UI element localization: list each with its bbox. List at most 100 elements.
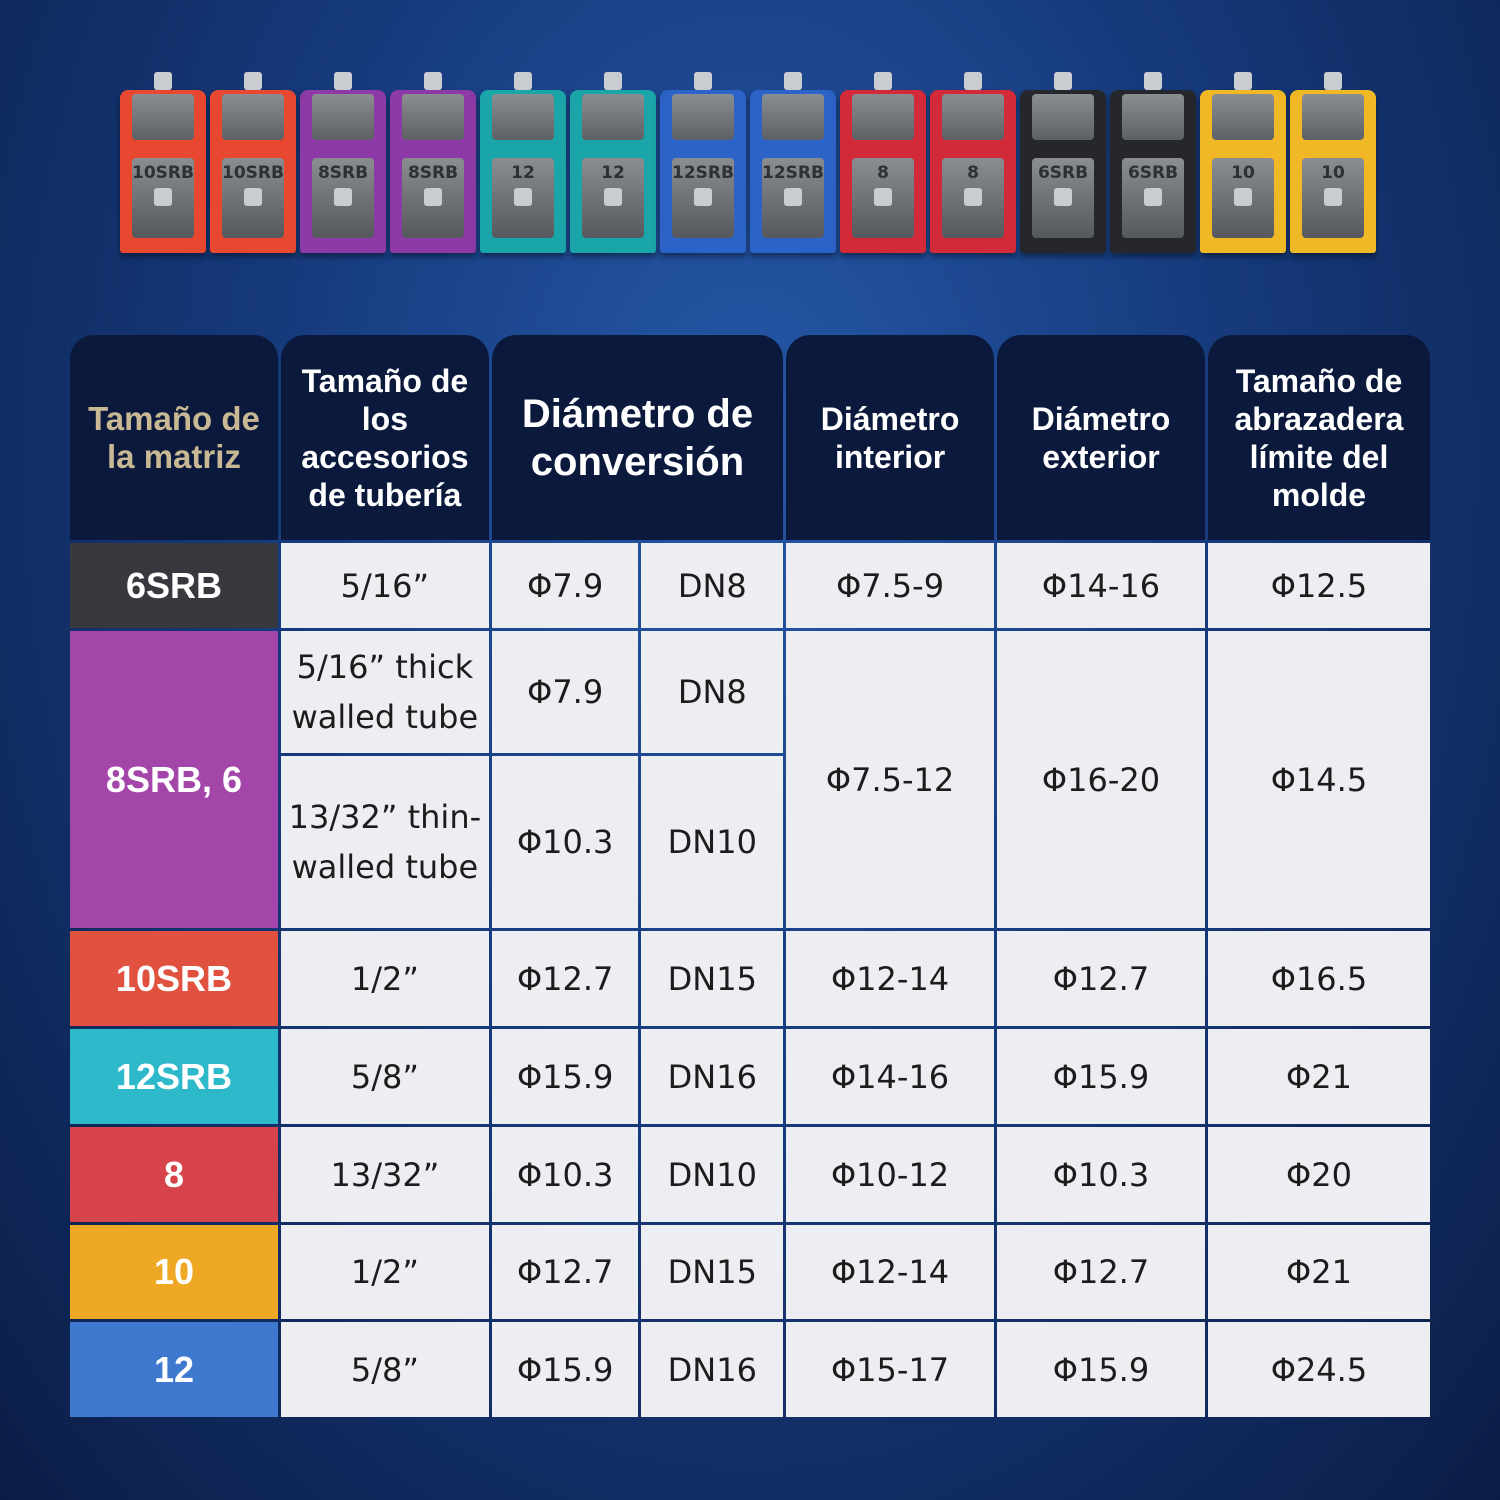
die-label: 8 [877,163,889,183]
die-pin [694,188,712,206]
table-cell: 13/32” thin-walled tube [280,756,489,928]
header: Tamaño de abrazadera límite del molde [1207,335,1430,540]
table-cell: Φ24.5 [1207,1322,1430,1417]
die: 10SRB [208,68,298,253]
die: 6SRB [1108,68,1198,253]
die-pin [1234,188,1252,206]
table-cell: Φ12-14 [786,931,995,1026]
table-cell: Φ21 [1207,1225,1430,1319]
die-label: 12 [601,163,625,183]
die-size: 12SRB [70,1029,278,1124]
die-plate [1212,94,1274,140]
table-row: 12 5/8” Φ15.9 DN16 Φ15-17 Φ15.9 Φ24.5 [70,1322,1430,1417]
die-label: 6SRB [1037,163,1089,183]
table-cell: Φ12.7 [491,931,639,1026]
die-pin [1144,188,1162,206]
table-row: 6SRB 5/16” Φ7.9 DN8 Φ7.5-9 Φ14-16 Φ12.5 [70,543,1430,628]
table-cell: DN15 [641,1225,784,1319]
table-cell: Φ15.9 [997,1029,1205,1124]
header: Tamaño de la matriz [70,335,278,540]
table-row: 12SRB 5/8” Φ15.9 DN16 Φ14-16 Φ15.9 Φ21 [70,1029,1430,1124]
table-cell: DN16 [641,1029,784,1124]
die-pin [154,72,172,90]
table-cell: Φ12.7 [997,931,1205,1026]
table-cell: Φ12.7 [997,1225,1205,1319]
table-cell: DN10 [641,1127,784,1222]
table-cell: Φ10.3 [997,1127,1205,1222]
die-pin [154,188,172,206]
table-cell: Φ10.3 [491,756,639,928]
die-plate [312,94,374,140]
header: Diámetro de conversión [491,335,784,540]
die-pin [424,188,442,206]
die: 12SRB [658,68,748,253]
die: 10SRB [118,68,208,253]
die-plate [942,94,1004,140]
table-cell: Φ15.9 [997,1322,1205,1417]
die-size: 6SRB [70,543,278,628]
table-cell: DN15 [641,931,784,1026]
die-plate [1122,94,1184,140]
table-cell: Φ14-16 [786,1029,995,1124]
die-label: 8 [967,163,979,183]
header-row: Tamaño de la matriz Tamaño de los acceso… [70,335,1430,540]
die-pin [694,72,712,90]
die-size: 12 [70,1322,278,1417]
die: 8SRB [388,68,478,253]
table-cell: DN8 [641,543,784,628]
die-plate [762,94,824,140]
die-photo: 10SRB 10SRB 8SRB 8SRB 12 12 12SRB 12SRB 8 8 6SRB 6S… [118,68,1378,258]
die-pin [334,188,352,206]
header: Diámetro exterior [997,335,1205,540]
die: 8SRB [298,68,388,253]
die-pin [514,72,532,90]
table-cell: Φ14-16 [997,543,1205,628]
die-plate [1302,94,1364,140]
die-plate [492,94,554,140]
die-size: 10 [70,1225,278,1319]
table-cell: DN16 [641,1322,784,1417]
die-pin [874,188,892,206]
header: Tamaño de los accesorios de tubería [280,335,489,540]
die: 10 [1198,68,1288,253]
table-cell: DN8 [641,631,784,753]
die-pin [1054,188,1072,206]
die-size: 8 [70,1127,278,1222]
die-pin [1324,72,1342,90]
die-label: 12SRB [672,163,734,183]
table-cell: Φ12-14 [786,1225,995,1319]
die-label: 8SRB [317,163,369,183]
die-label: 8SRB [407,163,459,183]
die: 6SRB [1018,68,1108,253]
die-plate [402,94,464,140]
table-cell: Φ12.5 [1207,543,1430,628]
table-cell: Φ12.7 [491,1225,639,1319]
table-cell: Φ21 [1207,1029,1430,1124]
table-row: 10 1/2” Φ12.7 DN15 Φ12-14 Φ12.7 Φ21 [70,1225,1430,1319]
table-cell: Φ15.9 [491,1029,639,1124]
die-label: 12SRB [762,163,824,183]
table-row: 8SRB, 6 5/16” thick walled tube Φ7.9 DN8 Φ7.… [70,631,1430,928]
table-cell: Φ15-17 [786,1322,995,1417]
die-plate [672,94,734,140]
table-row: 10SRB 1/2” Φ12.7 DN15 Φ12-14 Φ12.7 Φ16.5 [70,931,1430,1026]
table-cell: Φ7.9 [491,543,639,628]
die-pin [424,72,442,90]
die-pin [244,72,262,90]
die-label: 10SRB [132,163,194,183]
header: Diámetro interior [786,335,995,540]
table-cell: 5/8” [280,1029,489,1124]
table-cell: Φ15.9 [491,1322,639,1417]
die-label: 10 [1321,163,1345,183]
table-cell: Φ10-12 [786,1127,995,1222]
table-cell: DN10 [641,756,784,928]
die: 12 [568,68,658,253]
die-pin [514,188,532,206]
table-cell: Φ7.5-12 [786,631,995,928]
table-cell: 5/16” [280,543,489,628]
die-pin [1234,72,1252,90]
die-size: 8SRB, 6 [70,631,278,928]
die: 12 [478,68,568,253]
die: 10 [1288,68,1378,253]
